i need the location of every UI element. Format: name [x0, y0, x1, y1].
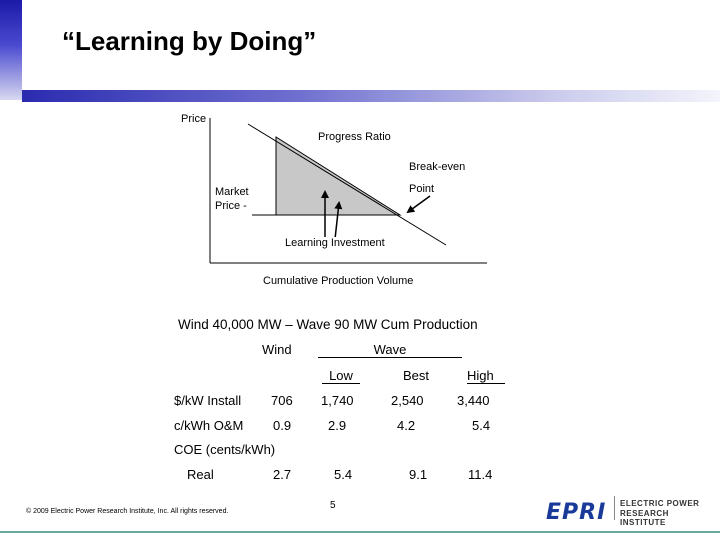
row-install-high: 3,440 — [457, 393, 490, 408]
sub-header-high: High — [467, 368, 505, 384]
row-real-wind: 2.7 — [273, 467, 292, 482]
group-wind-header: Wind — [262, 342, 292, 357]
market-price-label-line1: Market — [215, 186, 249, 198]
logo-divider — [614, 496, 615, 520]
epri-logo: EPRI ELECTRIC POWER RESEARCH INSTITUTE — [546, 494, 702, 527]
row-install-best: 2,540 — [391, 393, 424, 408]
row-real-high: 11.4 — [468, 467, 493, 482]
left-accent-bar — [0, 0, 22, 100]
epri-logo-mark: EPRI — [546, 500, 607, 525]
row-install-label: $/kW Install — [174, 393, 242, 408]
learning-investment-area — [275, 136, 402, 216]
break-even-label: Break-even — [409, 161, 466, 173]
row-real-low: 5.4 — [334, 467, 353, 482]
row-install-wind: 706 — [271, 393, 293, 408]
row-om-wind: 0.9 — [273, 418, 292, 433]
group-wave-label: Wave — [373, 342, 407, 357]
learning-curve-line — [247, 123, 447, 246]
logo-text-line2: RESEARCH INSTITUTE — [620, 509, 669, 527]
break-even-arrow — [406, 195, 431, 214]
progress-ratio-label: Progress Ratio — [318, 131, 391, 143]
slide-title: “Learning by Doing” — [62, 26, 317, 56]
sub-header-best: Best — [403, 368, 430, 383]
learning-investment-arrow-right — [334, 201, 343, 240]
learning-investment-label: Learning Investment — [284, 237, 386, 249]
point-label: Point — [409, 183, 435, 195]
row-real-label: Real — [187, 467, 214, 482]
footer-divider-line — [0, 531, 720, 533]
row-om-best: 4.2 — [397, 418, 416, 433]
row-om-label: c/kWh O&M — [174, 418, 244, 433]
sub-header-low: Low — [322, 368, 360, 384]
row-om-low: 2.9 — [328, 418, 347, 433]
page-number: 5 — [330, 500, 336, 511]
row-install-low: 1,740 — [321, 393, 354, 408]
row-real-best: 9.1 — [409, 467, 428, 482]
copyright-notice: © 2009 Electric Power Research Institute… — [26, 508, 229, 515]
x-axis-label: Cumulative Production Volume — [263, 275, 414, 287]
coe-label: COE (cents/kWh) — [174, 442, 276, 457]
title-gradient-band — [22, 90, 720, 102]
row-om-high: 5.4 — [472, 418, 491, 433]
market-price-label-line2: Price - — [215, 200, 247, 212]
table-heading: Wind 40,000 MW – Wave 90 MW Cum Producti… — [178, 317, 478, 332]
group-wave-header: Wave — [318, 342, 462, 358]
logo-text-line1: ELECTRIC POWER — [620, 499, 700, 508]
price-axis-label: Price — [181, 113, 207, 125]
